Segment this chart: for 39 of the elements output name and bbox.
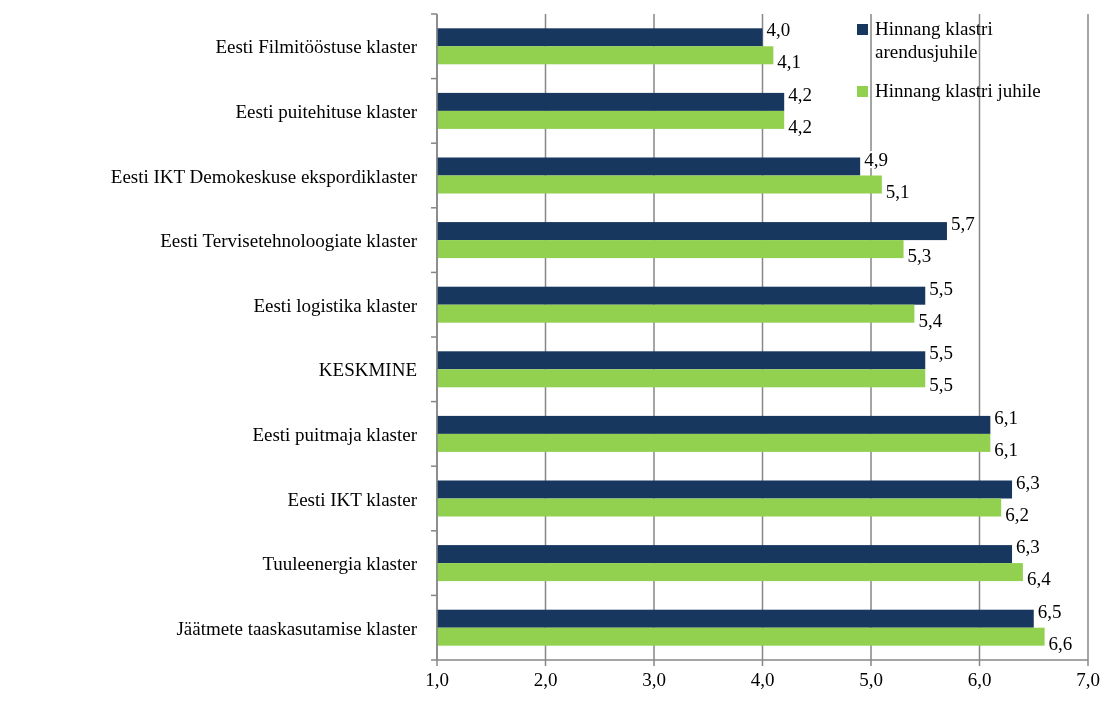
y-tick-label: Eesti IKT klaster: [287, 488, 418, 510]
y-tick-label: Jäätmete taaskasutamise klaster: [176, 617, 418, 639]
data-label: 6,2: [1005, 503, 1029, 525]
data-label: 6,1: [994, 438, 1019, 460]
data-label: 6,5: [1037, 600, 1062, 622]
x-tick-label: 4,0: [750, 669, 775, 690]
legend-label: Hinnang klastri juhile: [875, 80, 1041, 101]
y-tick-label: Tuuleenergia klaster: [262, 553, 418, 575]
y-tick-label: Eesti puitehituse klaster: [235, 100, 418, 122]
data-label: 5,3: [907, 245, 932, 267]
y-tick-label: Eesti Tervisetehnoloogiate klaster: [160, 230, 418, 252]
data-label: 4,2: [788, 115, 812, 137]
x-tick-label: 5,0: [859, 669, 883, 690]
data-label: 4,9: [864, 148, 888, 170]
x-tick-label: 7,0: [1076, 669, 1100, 690]
y-tick-label: Eesti Filmitööstuse klaster: [215, 36, 418, 58]
data-label: 5,5: [929, 277, 953, 299]
x-tick-label: 6,0: [967, 669, 992, 690]
data-label: 5,4: [918, 309, 943, 331]
data-label: 4,2: [788, 83, 812, 105]
data-label: 5,5: [929, 342, 953, 364]
data-label: 6,3: [1016, 536, 1040, 558]
data-label: 5,7: [950, 213, 975, 235]
y-tick-label: Eesti logistika klaster: [253, 294, 418, 316]
x-tick-label: 3,0: [642, 669, 666, 690]
data-label: 6,3: [1016, 471, 1040, 493]
data-label: 5,5: [929, 374, 953, 396]
y-tick-label: Eesti IKT Demokeskuse ekspordiklaster: [110, 165, 418, 187]
y-tick-label: Eesti puitmaja klaster: [252, 423, 418, 445]
data-label: 4,0: [766, 19, 791, 41]
data-label: 4,1: [777, 51, 802, 73]
x-tick-label: 1,0: [425, 669, 449, 690]
data-label: 6,6: [1048, 632, 1073, 654]
y-tick-label: KESKMINE: [318, 359, 417, 381]
data-label: 6,4: [1026, 568, 1052, 590]
data-label: 5,1: [885, 180, 910, 202]
data-label: 6,1: [994, 406, 1019, 428]
x-tick-label: 2,0: [533, 669, 558, 690]
legend-label: Hinnang klastri arendusjuhile: [875, 18, 993, 62]
